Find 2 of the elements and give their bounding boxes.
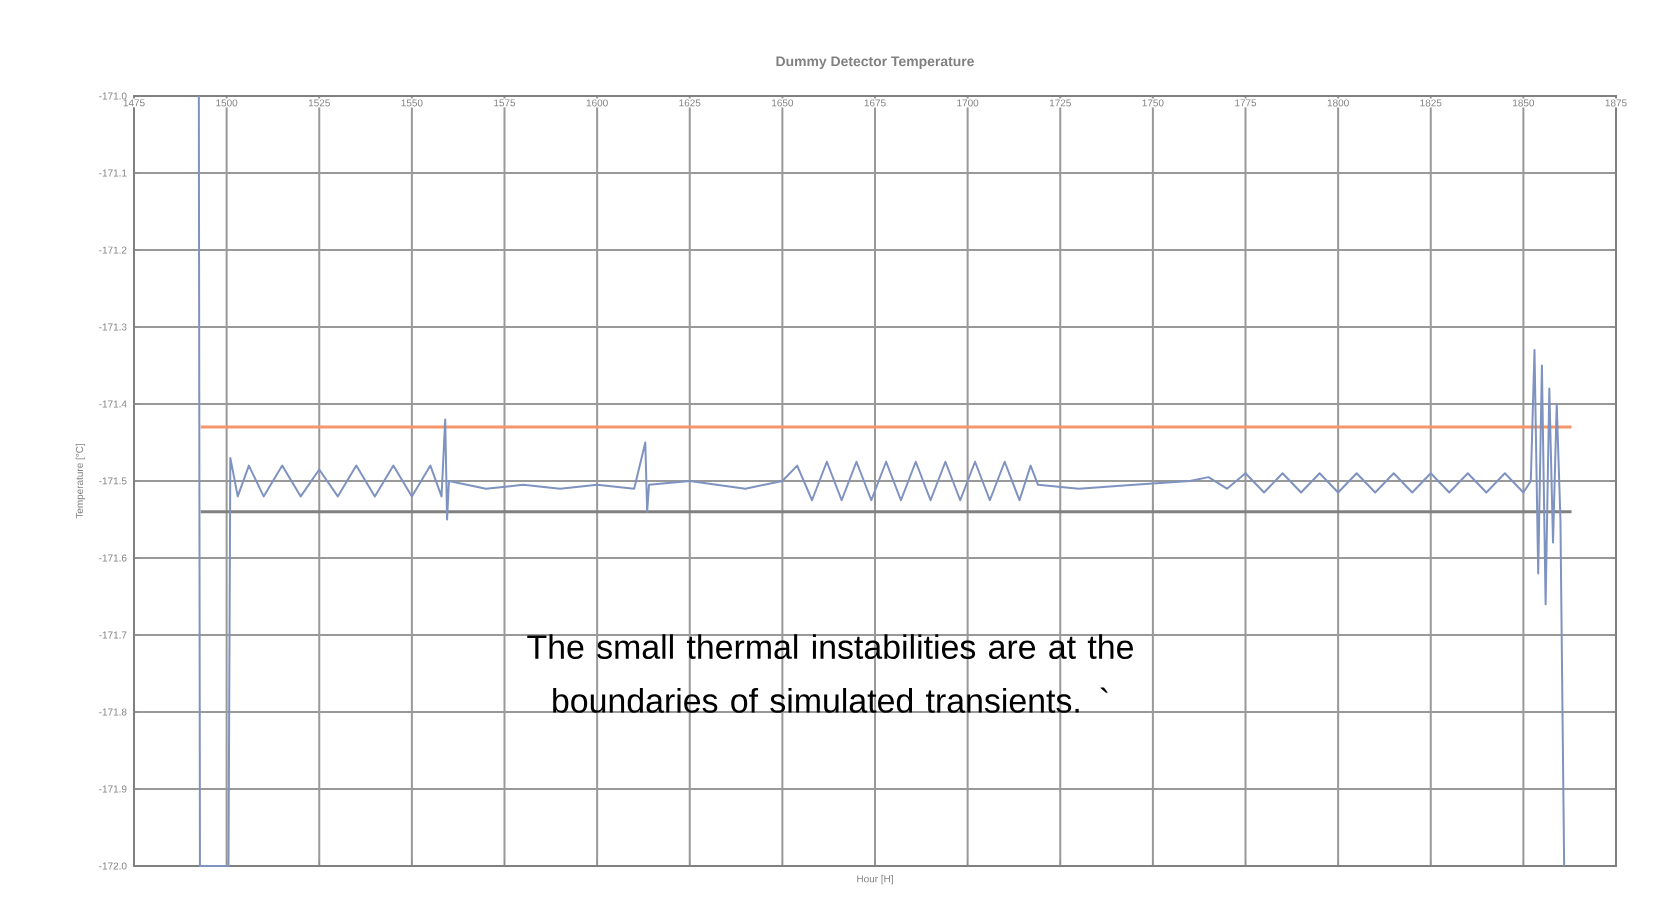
line-series xyxy=(197,94,1566,867)
annotation: The small thermal instabilities are at the boundaries of simulated transients. ` xyxy=(527,634,1133,713)
